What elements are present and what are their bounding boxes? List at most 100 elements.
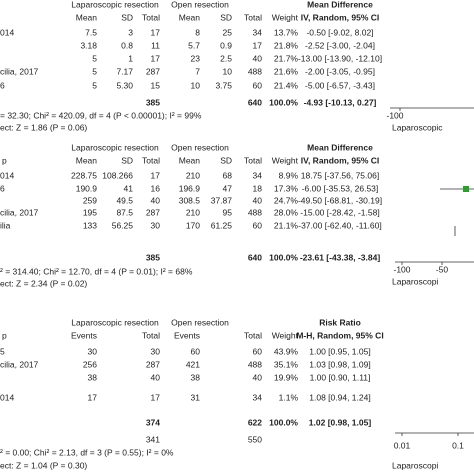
column-header: Weight (272, 12, 299, 22)
cell: 40 (151, 195, 161, 205)
events-total: 550 (248, 434, 262, 444)
cell: -5.00 [-6.57, -3.43] (305, 80, 375, 90)
cell: 21.8% (274, 40, 299, 50)
column-header: SD (121, 12, 133, 22)
total: 640 (248, 97, 262, 107)
column-header: SD (220, 155, 232, 165)
cell: 190.9 (76, 183, 98, 193)
cell: -2.00 [-3.05, -0.95] (305, 66, 375, 76)
cell: 7.5 (85, 27, 97, 37)
axis-tick-label: 0.1 (452, 440, 464, 450)
cell: 2.5 (220, 53, 232, 63)
axis-tick-label: -50 (436, 264, 449, 274)
total: 100.0% (269, 252, 298, 262)
cell: 1.1% (279, 392, 299, 402)
cell: 47 (223, 183, 233, 193)
cell: 40 (151, 372, 161, 382)
cell: 1.08 [0.94, 1.24] (309, 392, 370, 402)
cell: 259 (83, 195, 97, 205)
cell: 11 (151, 40, 160, 50)
cell: 488 (248, 66, 262, 76)
study-name: 014 (0, 170, 14, 180)
cell: 21.1% (274, 220, 299, 230)
total: 1.02 [0.98, 1.05] (309, 417, 372, 427)
cell: 41 (124, 183, 134, 193)
cell: 5.30 (116, 80, 133, 90)
cell: 34 (253, 170, 263, 180)
cell: -49.50 [-68.81, -30.19] (298, 195, 382, 205)
cell: 1.00 [0.95, 1.05] (309, 346, 370, 356)
cell: 7 (195, 66, 200, 76)
heterogeneity: = 32.30; Chi² = 420.09, df = 4 (P < 0.00… (0, 110, 202, 120)
column-header: SD (220, 12, 232, 22)
column-header: Mean (76, 155, 98, 165)
cell: 21.7% (274, 53, 299, 63)
cell: 228.75 (71, 170, 97, 180)
effect-test: ect: Z = 2.34 (P = 0.02) (0, 278, 87, 288)
cell: 7.17 (116, 66, 133, 76)
column-header: Weight (272, 330, 299, 340)
axis-label: Laparoscopi (392, 276, 438, 286)
column-header: SD (121, 155, 133, 165)
cell: 25 (223, 27, 233, 37)
events-total: 341 (146, 434, 160, 444)
study-header: p (2, 330, 7, 340)
cell: 3 (128, 27, 133, 37)
column-header: IV, Random, 95% CI (301, 155, 380, 165)
axis-label: Laparoscopic (392, 122, 443, 132)
study-header: p (2, 155, 7, 165)
column-header: Mean (76, 12, 98, 22)
column-header: Weight (272, 155, 299, 165)
cell: 287 (146, 66, 160, 76)
effect-header: Mean Difference (307, 0, 373, 9)
effect-header: Mean Difference (307, 142, 373, 152)
cell: -6.00 [-35.53, 26.53] (302, 183, 379, 193)
total: 374 (146, 417, 160, 427)
cell: 5.7 (188, 40, 200, 50)
cell: 5 (92, 80, 97, 90)
cell: -2.52 [-3.00, -2.04] (305, 40, 375, 50)
cell: 24.7% (274, 195, 299, 205)
total: 622 (248, 417, 262, 427)
cell: 210 (186, 170, 200, 180)
study-name: cilia, 2017 (0, 66, 39, 76)
study-name: 014 (0, 27, 14, 37)
cell: 56.25 (112, 220, 134, 230)
cell: 10 (223, 66, 233, 76)
cell: 195 (83, 207, 97, 217)
column-header: Total (244, 330, 262, 340)
study-marker (463, 186, 469, 192)
cell: 34 (253, 392, 263, 402)
cell: 38 (191, 372, 201, 382)
cell: 60 (191, 346, 201, 356)
study-name: 014 (0, 392, 14, 402)
study-name: ilia (0, 220, 11, 230)
cell: 3.18 (80, 40, 97, 50)
study-name: 6 (0, 183, 5, 193)
heterogeneity: ² = 0.00; Chi² = 2.13, df = 3 (P = 0.55)… (0, 447, 174, 457)
cell: 256 (83, 359, 97, 369)
group-header: Open resection (171, 0, 229, 9)
cell: 40 (253, 53, 263, 63)
cell: 49.5 (116, 195, 133, 205)
group-header: Laparoscopic resection (71, 0, 159, 9)
cell: 133 (83, 220, 97, 230)
cell: 17 (151, 170, 161, 180)
cell: 37.87 (211, 195, 233, 205)
study-name: cilia, 2017 (0, 207, 39, 217)
total: 100.0% (269, 417, 298, 427)
total: 385 (146, 252, 160, 262)
cell: 8.9% (279, 170, 299, 180)
cell: 17 (151, 392, 161, 402)
cell: 60 (253, 346, 263, 356)
group-header: Open resection (171, 142, 229, 152)
axis-label: Laparoscopi (392, 460, 438, 470)
cell: 18 (253, 183, 263, 193)
column-header: IV, Random, 95% CI (301, 12, 380, 22)
cell: 38 (88, 372, 98, 382)
cell: 31 (191, 392, 201, 402)
axis-tick-label: -100 (386, 110, 403, 120)
cell: 287 (146, 207, 160, 217)
cell: 23 (191, 53, 201, 63)
cell: 87.5 (116, 207, 133, 217)
